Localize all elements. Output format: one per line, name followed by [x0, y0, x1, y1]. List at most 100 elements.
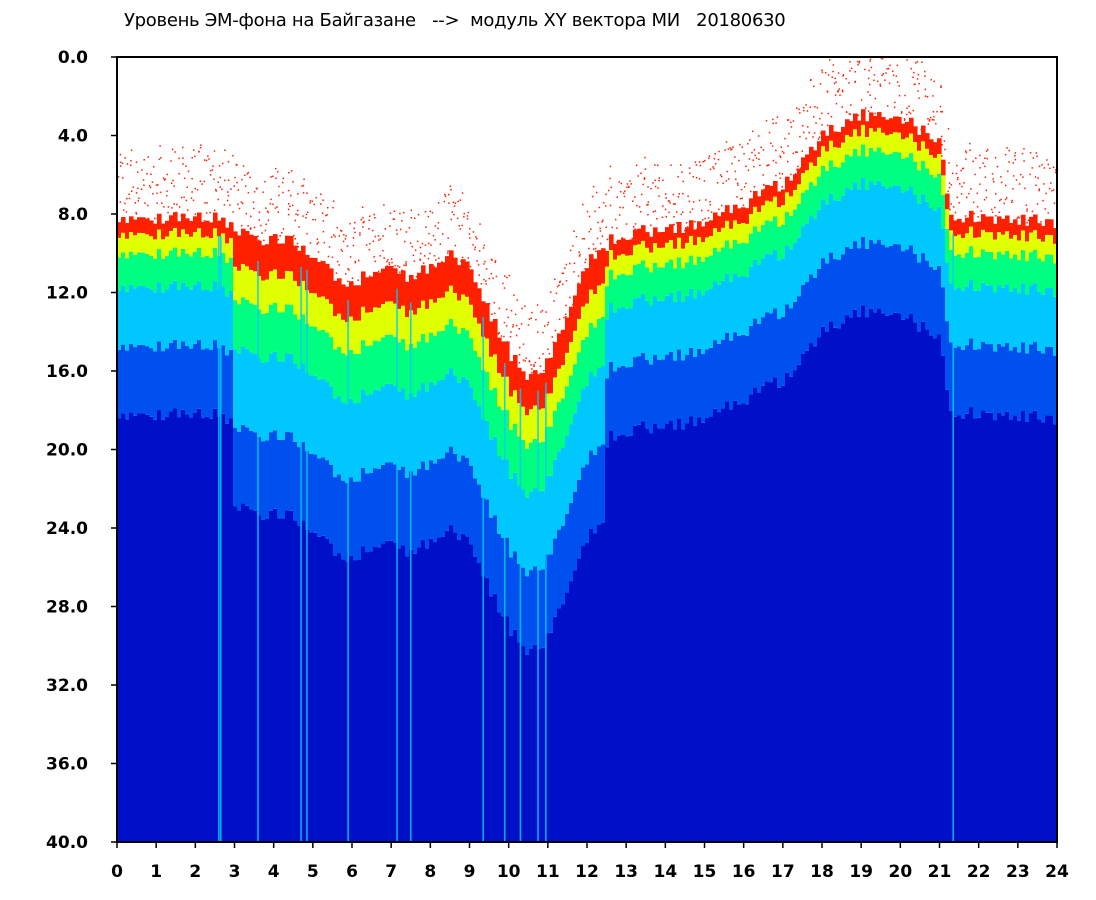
heatmap-cell — [1025, 294, 1030, 354]
heatmap-cell — [757, 212, 762, 232]
heatmap-cell — [821, 165, 826, 200]
heatmap-cell — [605, 447, 610, 842]
heatmap-point — [917, 90, 919, 92]
heatmap-point — [936, 110, 938, 113]
heatmap-point — [578, 251, 580, 253]
heatmap-point — [652, 182, 654, 184]
heatmap-cell — [301, 245, 306, 281]
heatmap-cell — [641, 225, 646, 241]
heatmap-cell — [965, 217, 970, 234]
heatmap-point — [739, 143, 741, 146]
heatmap-cell — [277, 278, 282, 313]
heatmap-cell — [353, 285, 358, 321]
heatmap-point — [171, 148, 174, 151]
heatmap-cell — [529, 648, 534, 842]
heatmap-cell — [797, 296, 802, 365]
heatmap-point — [135, 192, 138, 194]
heatmap-cell — [697, 236, 702, 257]
heatmap-point — [466, 218, 469, 220]
heatmap-cell — [705, 237, 710, 258]
heatmap-cell — [357, 353, 362, 403]
heatmap-point — [778, 172, 781, 175]
heatmap-point — [986, 148, 989, 151]
heatmap-cell — [557, 402, 562, 452]
heatmap-point — [569, 262, 571, 265]
heatmap-point — [896, 81, 899, 83]
heatmap-cell — [985, 344, 990, 413]
heatmap-cell — [785, 372, 790, 842]
heatmap-point — [290, 194, 292, 197]
heatmap-point — [609, 204, 612, 207]
heatmap-point — [267, 219, 270, 222]
heatmap-cell — [753, 318, 758, 388]
heatmap-cell — [309, 532, 314, 842]
heatmap-point — [409, 242, 412, 244]
heatmap-cell — [493, 318, 498, 355]
heatmap-point — [514, 313, 517, 316]
heatmap-cell — [693, 298, 698, 357]
heatmap-cell — [485, 420, 490, 500]
heatmap-point — [281, 231, 283, 234]
heatmap-cell — [577, 352, 582, 402]
heatmap-cell — [261, 280, 266, 314]
heatmap-point — [209, 211, 211, 214]
heatmap-cell — [789, 196, 794, 216]
heatmap-point — [750, 190, 752, 193]
heatmap-point — [714, 163, 717, 165]
heatmap-cell — [585, 542, 590, 842]
heatmap-cell — [377, 390, 382, 469]
heatmap-cell — [1001, 415, 1006, 842]
heatmap-point — [1026, 221, 1028, 224]
heatmap-point — [562, 283, 564, 286]
heatmap-point — [331, 256, 334, 259]
heatmap-point — [199, 180, 202, 182]
heatmap-cell — [457, 333, 462, 383]
heatmap-point — [491, 313, 493, 315]
heatmap-cell — [1009, 291, 1014, 351]
heatmap-cell — [125, 223, 130, 239]
heatmap-point — [874, 97, 877, 100]
heatmap-point — [135, 161, 138, 163]
heatmap-point — [632, 225, 635, 228]
heatmap-point — [725, 180, 728, 182]
heatmap-point — [842, 74, 845, 76]
heatmap-point — [775, 149, 777, 152]
heatmap-cell — [329, 268, 334, 304]
heatmap-cell — [801, 226, 806, 285]
heatmap-cell — [333, 477, 338, 556]
heatmap-cell — [413, 347, 418, 397]
heatmap-point — [991, 208, 993, 211]
heatmap-cell — [121, 344, 126, 414]
heatmap-cell — [1013, 254, 1018, 288]
heatmap-cell — [845, 134, 850, 155]
heatmap-cell — [673, 233, 678, 249]
heatmap-point — [586, 210, 589, 213]
heatmap-cell — [985, 285, 990, 345]
heatmap-point — [573, 271, 575, 273]
heatmap-cell — [489, 517, 494, 597]
heatmap-point — [217, 181, 219, 183]
heatmap-point — [637, 175, 639, 177]
heatmap-cell — [505, 341, 510, 377]
heatmap-cell — [689, 255, 694, 289]
heatmap-cell — [1025, 421, 1030, 842]
heatmap-cell — [1045, 234, 1050, 255]
heatmap-cell — [413, 553, 418, 842]
heatmap-point — [565, 315, 567, 318]
heatmap-cell — [269, 510, 274, 842]
heatmap-point — [410, 209, 413, 212]
heatmap-cell — [277, 312, 282, 362]
heatmap-cell — [1021, 411, 1026, 842]
heatmap-point — [178, 157, 180, 160]
heatmap-cell — [685, 262, 690, 296]
heatmap-point — [437, 202, 440, 204]
heatmap-cell — [1033, 342, 1038, 411]
heatmap-point — [322, 230, 325, 233]
heatmap-point — [459, 199, 462, 201]
heatmap-point — [806, 110, 809, 112]
heatmap-point — [214, 188, 217, 191]
heatmap-point — [710, 211, 713, 213]
heatmap-cell — [369, 473, 374, 552]
heatmap-point — [163, 206, 165, 208]
heatmap-point — [553, 300, 555, 302]
